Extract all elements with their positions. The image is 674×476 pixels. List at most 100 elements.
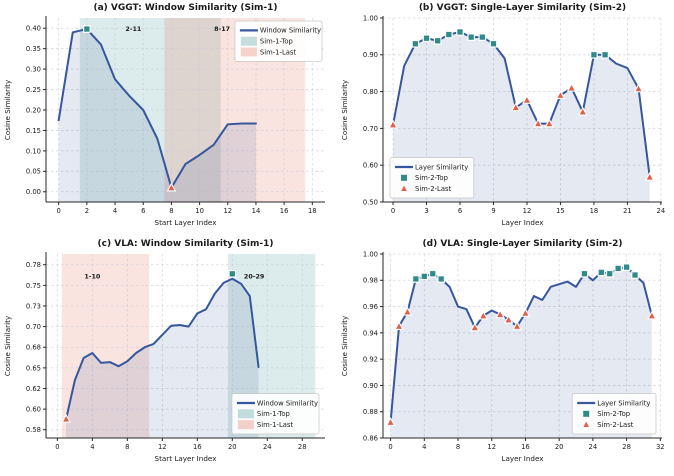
legend: Window Similarity Sim-1-Top Sim-1-Last (234, 20, 323, 62)
x-tick-label: 16 (280, 207, 289, 215)
x-tick-label: 2 (85, 207, 89, 215)
legend-label: Sim-1-Top (257, 410, 290, 418)
top-square-marker (422, 34, 431, 43)
legend: Layer Similarity Sim-2-Top Sim-2-Last (571, 393, 657, 435)
last-triangle-marker (470, 322, 480, 332)
legend-label: Sim-1-Last (257, 421, 294, 429)
last-triangle-marker (566, 82, 577, 92)
x-tick-label: 12 (223, 207, 232, 215)
x-tick-label: 24 (263, 443, 272, 451)
last-triangle-marker (510, 102, 521, 112)
chart-a: (a) VGGT: Window Similarity (Sim-1) 2-11 8… (3, 3, 325, 227)
similarity-line (65, 277, 260, 421)
chart-c: (c) VLA: Window Similarity (Sim-1) 1-10 20… (3, 239, 325, 463)
y-tick-label: 0.20 (26, 106, 41, 114)
y-axis-label: Cosine Similarity (3, 315, 12, 376)
x-tick-label: 24 (657, 207, 666, 215)
y-tick-label: 1.00 (363, 250, 378, 258)
band-range-annotation: 2-11 (125, 25, 141, 33)
legend-square-marker-swatch (583, 410, 590, 417)
legend-patch-last-swatch (237, 420, 254, 430)
top-square-marker (428, 269, 437, 278)
last-triangle-marker (555, 90, 566, 100)
last-triangle-marker (61, 413, 71, 423)
x-tick-label: 8 (169, 207, 173, 215)
last-triangle-marker (402, 306, 413, 316)
subplot-c-vla-window-similarity: (c) VLA: Window Similarity (Sim-1) 1-10 20… (0, 236, 337, 472)
last-triangle-marker (520, 307, 531, 317)
legend: Layer Similarity Sim-2-Top Sim-2-Last (389, 157, 475, 199)
last-triangle-marker (633, 83, 644, 93)
last-triangle-marker (533, 118, 543, 128)
x-tick-label: 6 (458, 207, 462, 215)
last-triangle-marker (544, 118, 555, 128)
legend-label: Layer Similarity (415, 163, 468, 171)
legend: Window Similarity Sim-1-Top Sim-1-Last (231, 393, 320, 435)
y-tick-label: 0.86 (363, 434, 378, 442)
x-tick-label: 0 (388, 443, 392, 451)
legend-label: Window Similarity (257, 399, 318, 407)
chart-d: (d) VLA: Single-Layer Similarity (Sim-2)… (340, 239, 665, 463)
legend-label: Sim-2-Last (415, 185, 452, 193)
x-tick-label: 16 (193, 443, 202, 451)
similarity-line (57, 28, 257, 189)
x-axis-label: Layer Index (501, 454, 544, 463)
x-tick-label: 28 (298, 443, 307, 451)
legend-label: Sim-2-Last (597, 421, 634, 429)
last-triangle-marker (478, 310, 489, 320)
top-square-marker (83, 25, 91, 33)
top-square-marker (437, 275, 446, 283)
top-square-marker (590, 50, 598, 59)
y-tick-label: 0.88 (363, 408, 378, 416)
legend-label: Sim-1-Last (260, 48, 297, 56)
y-tick-label: 0.68 (26, 344, 41, 352)
y-tick-label: 0.92 (363, 356, 378, 364)
y-tick-label: 0.70 (363, 125, 378, 133)
band-range-annotation: 8-17 (214, 25, 230, 33)
top-square-marker (412, 275, 420, 283)
legend-triangle-marker-swatch (401, 185, 407, 191)
area-fill (66, 278, 259, 438)
top-square-marker (228, 269, 237, 278)
x-tick-label: 8 (456, 443, 460, 451)
y-tick-label: 1.00 (363, 14, 378, 22)
subplot-a-vggt-window-similarity: (a) VGGT: Window Similarity (Sim-1) 2-11 8… (0, 0, 337, 236)
x-tick-label: 21 (623, 207, 632, 215)
subplot-d-vla-single-layer-similarity: (d) VLA: Single-Layer Similarity (Sim-2)… (337, 236, 674, 472)
last-triangle-marker (577, 106, 588, 116)
last-triangle-marker (644, 171, 655, 181)
y-axis-label: Cosine Similarity (3, 79, 12, 140)
y-tick-label: 0.62 (26, 385, 41, 393)
x-tick-label: 20 (228, 443, 237, 451)
y-tick-label: 0.65 (26, 364, 41, 372)
top-square-marker (605, 269, 614, 278)
y-tick-label: 0.90 (363, 382, 378, 390)
x-tick-label: 24 (589, 443, 598, 451)
last-triangle-marker (647, 310, 657, 320)
y-axis-label: Cosine Similarity (340, 79, 349, 140)
x-tick-label: 6 (141, 207, 145, 215)
legend-label: Sim-2-Top (415, 174, 448, 182)
y-tick-label: 0.78 (26, 261, 41, 269)
y-tick-label: 0.70 (26, 323, 41, 331)
top-square-marker (614, 264, 623, 273)
y-tick-label: 0.50 (363, 198, 378, 206)
x-tick-label: 10 (195, 207, 204, 215)
chart-title: (a) VGGT: Window Similarity (Sim-1) (93, 3, 277, 13)
legend-label: Window Similarity (260, 27, 321, 35)
top-square-marker (411, 39, 420, 48)
x-tick-label: 4 (422, 443, 426, 451)
y-tick-label: 0.75 (26, 282, 41, 290)
x-tick-label: 9 (491, 207, 495, 215)
top-square-marker (580, 269, 589, 278)
x-tick-label: 0 (57, 207, 61, 215)
x-tick-label: 20 (555, 443, 564, 451)
band-range-annotation: 1-10 (84, 272, 101, 280)
x-tick-label: 15 (556, 207, 565, 215)
y-tick-label: 0.30 (26, 66, 41, 74)
x-tick-label: 3 (424, 207, 428, 215)
x-tick-label: 16 (521, 443, 530, 451)
band-range-annotation: 20-29 (244, 272, 265, 280)
x-tick-label: 12 (487, 443, 496, 451)
band-sim1-last (61, 254, 150, 438)
